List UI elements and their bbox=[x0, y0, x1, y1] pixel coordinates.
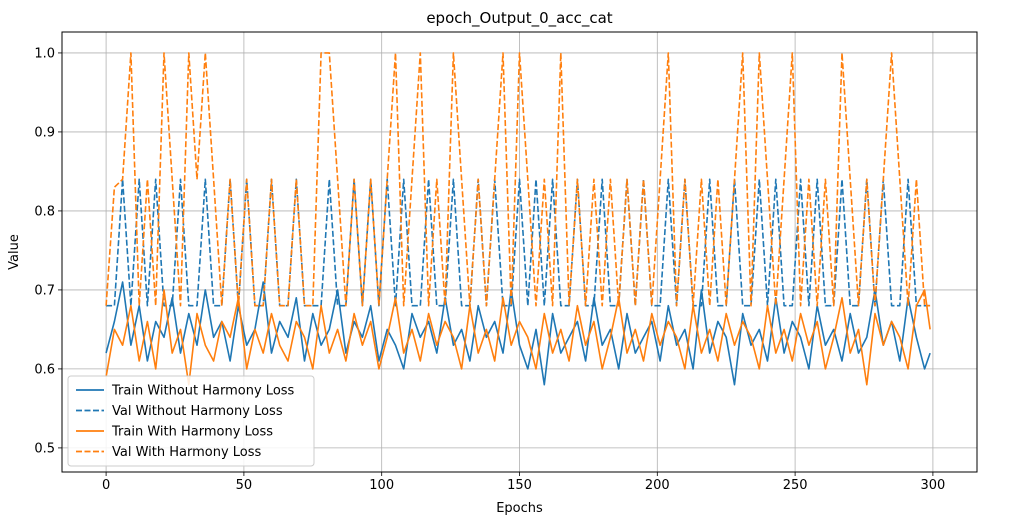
y-axis-label: Value bbox=[7, 234, 22, 270]
series-lines bbox=[105, 52, 931, 386]
x-tick-label: 150 bbox=[507, 478, 532, 493]
legend-label: Val With Harmony Loss bbox=[112, 445, 262, 460]
legend-label: Val Without Harmony Loss bbox=[112, 404, 283, 419]
x-tick-label: 300 bbox=[920, 478, 945, 493]
y-tick-label: 0.5 bbox=[34, 441, 55, 456]
y-tick-label: 1.0 bbox=[34, 46, 55, 61]
y-tick-label: 0.7 bbox=[34, 283, 55, 298]
legend-label: Train Without Harmony Loss bbox=[111, 384, 295, 399]
series-line-val-with-harmony-loss bbox=[105, 52, 931, 307]
series-line-val-without-harmony-loss bbox=[106, 178, 931, 307]
x-tick-label: 250 bbox=[783, 478, 808, 493]
y-tick-label: 0.6 bbox=[34, 362, 55, 377]
legend-label: Train With Harmony Loss bbox=[111, 425, 273, 440]
x-axis-label: Epochs bbox=[496, 501, 543, 516]
chart-title: epoch_Output_0_acc_cat bbox=[426, 9, 612, 28]
x-tick-label: 50 bbox=[236, 478, 253, 493]
y-tick-label: 0.9 bbox=[34, 125, 55, 140]
x-tick-label: 200 bbox=[645, 478, 670, 493]
y-tick-label: 0.8 bbox=[34, 204, 55, 219]
series-line-train-without-harmony-loss bbox=[105, 281, 931, 386]
legend-box bbox=[67, 375, 315, 467]
legend: Train Without Harmony Loss Val Without Ha… bbox=[67, 375, 315, 467]
series-line-train-with-harmony-loss bbox=[105, 289, 931, 386]
x-tick-label: 0 bbox=[102, 478, 110, 493]
axis-ticks: 0 50 100 150 200 250 300 0.5 0.6 0.7 0.8 0.9 1.0 bbox=[34, 46, 945, 493]
x-tick-label: 100 bbox=[369, 478, 394, 493]
